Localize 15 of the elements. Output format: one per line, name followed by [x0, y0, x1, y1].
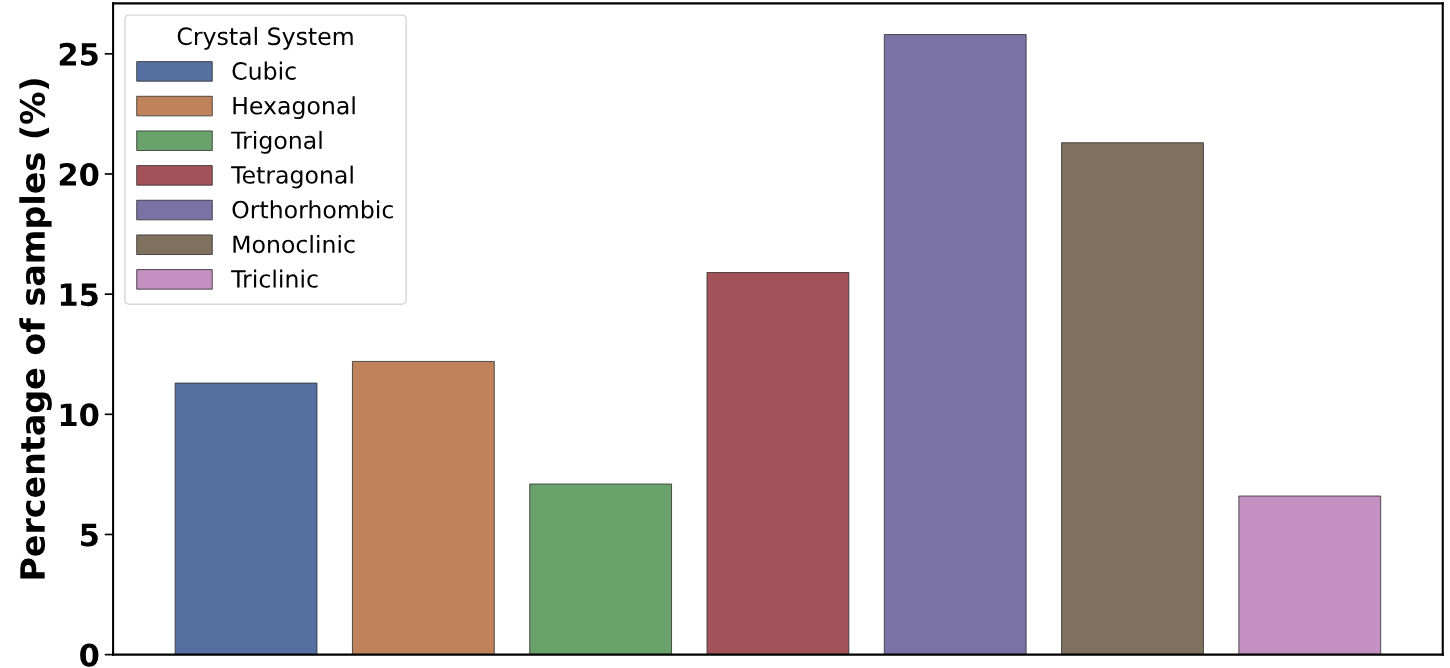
- y-tick-label: 25: [59, 42, 98, 66]
- legend-label: Trigonal: [231, 130, 322, 154]
- y-tick-label: 20: [59, 162, 99, 187]
- legend-label: Triclinic: [231, 269, 318, 288]
- legend-label: Tetragonal: [231, 165, 353, 189]
- y-tick-label: 10: [60, 403, 99, 427]
- y-tick-label: 15: [60, 283, 98, 307]
- y-tick-label: 0: [80, 643, 99, 667]
- legend-label: Orthorhombic: [232, 200, 393, 219]
- legend-title: Crystal System: [177, 26, 353, 50]
- legend-label: Monoclinic: [233, 234, 355, 254]
- y-axis-title: Percentage of samples (%): [19, 79, 52, 579]
- y-tick-label: 5: [81, 523, 98, 547]
- legend-label: Cubic: [232, 61, 296, 80]
- legend-label: Hexagonal: [233, 96, 355, 120]
